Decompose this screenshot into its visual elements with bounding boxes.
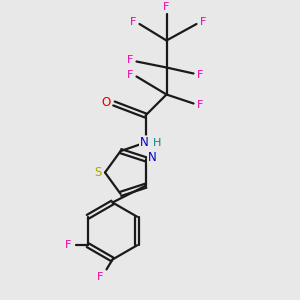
Text: S: S <box>94 166 101 179</box>
Text: O: O <box>101 95 110 109</box>
Text: F: F <box>97 272 104 282</box>
Text: F: F <box>130 16 136 27</box>
Text: N: N <box>148 151 157 164</box>
Text: F: F <box>200 16 206 27</box>
Text: F: F <box>163 2 170 12</box>
Text: F: F <box>65 240 71 250</box>
Text: F: F <box>127 55 133 65</box>
Text: F: F <box>197 70 203 80</box>
Text: F: F <box>197 100 203 110</box>
Text: F: F <box>127 70 134 80</box>
Text: N: N <box>140 136 148 149</box>
Text: H: H <box>153 137 162 148</box>
